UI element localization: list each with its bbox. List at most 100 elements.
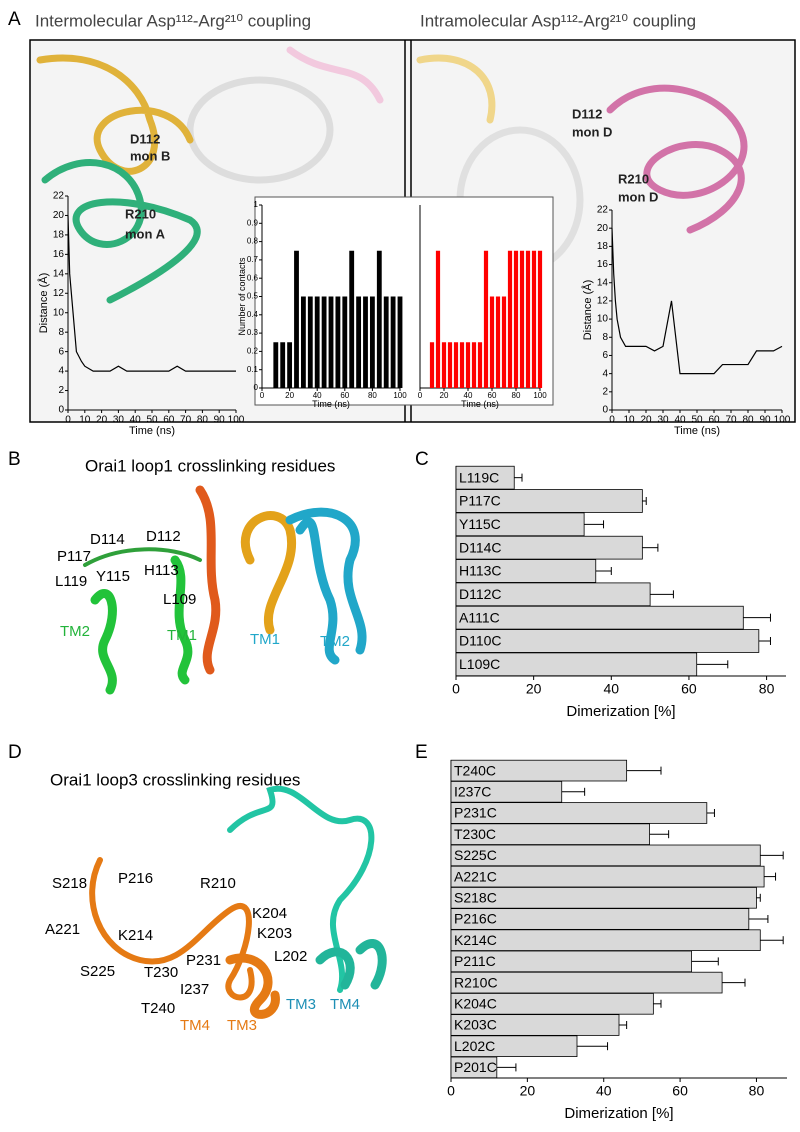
x-tick-label: 20 — [285, 391, 294, 400]
category-label: R210C — [454, 974, 498, 990]
error-bar — [642, 497, 647, 505]
data-line — [67, 215, 236, 372]
error-bar — [706, 809, 715, 817]
x-tick-label: 40 — [596, 1083, 612, 1099]
y-tick-label: 14 — [53, 268, 65, 279]
x-tick-label: 20 — [526, 681, 542, 697]
residue-label: D112 — [130, 131, 160, 146]
category-label: T230C — [454, 826, 496, 842]
y-tick-label: 10 — [597, 314, 609, 325]
category-label: Y115C — [459, 516, 501, 532]
residue-label: K204 — [252, 905, 287, 922]
x-tick-label: 60 — [340, 391, 349, 400]
category-label: K214C — [454, 932, 497, 948]
bar — [507, 250, 513, 388]
bar — [335, 296, 341, 388]
category-label: L202C — [454, 1038, 495, 1054]
x-tick-label: 10 — [79, 415, 91, 426]
bar — [459, 342, 465, 388]
y-tick-label: 6 — [58, 346, 64, 357]
error-bar — [649, 830, 670, 839]
category-label: D112C — [459, 586, 502, 602]
data-line — [611, 228, 783, 375]
bar — [287, 342, 293, 388]
category-label: I237C — [454, 784, 491, 800]
category-label: P231C — [454, 805, 497, 821]
y-tick-label: 0 — [58, 405, 64, 416]
bar — [450, 844, 761, 867]
bar — [450, 887, 757, 909]
x-axis-label: Time (ns) — [129, 425, 175, 437]
category-label: A111C — [459, 609, 500, 625]
error-bar — [722, 978, 746, 987]
residue-label: L109 — [163, 591, 196, 608]
error-bar — [642, 543, 659, 552]
bar — [501, 296, 507, 388]
x-tick-label: 20 — [96, 415, 108, 426]
y-tick-label: 0 — [602, 405, 608, 416]
bar — [356, 296, 362, 388]
panel-label: C — [415, 449, 429, 470]
loop — [227, 785, 375, 993]
ribbon — [186, 76, 334, 184]
x-tick-label: 20 — [640, 415, 652, 426]
error-bar — [626, 766, 662, 775]
bar — [280, 342, 286, 388]
bar — [342, 296, 348, 388]
x-tick-label: 80 — [197, 415, 209, 426]
bar — [328, 296, 334, 388]
y-tick-label: 1 — [254, 200, 259, 209]
category-label: D114C — [459, 539, 502, 555]
x-tick-label: 80 — [759, 681, 775, 697]
y-tick-label: 10 — [53, 307, 65, 318]
residue-label: I237 — [180, 981, 209, 998]
residue-label: mon B — [130, 148, 170, 163]
bar — [447, 342, 453, 388]
x-tick-label: 100 — [533, 391, 547, 400]
category-label: D110C — [459, 633, 502, 649]
residue-label: T230 — [144, 964, 178, 981]
residue-label: K214 — [118, 927, 153, 944]
error-bar — [691, 957, 719, 966]
residue-label: mon D — [618, 189, 658, 204]
bar — [321, 296, 327, 388]
bar — [519, 250, 525, 388]
x-tick-label: 0 — [447, 1083, 455, 1099]
helix-label: TM2 — [320, 633, 350, 650]
y-tick-label: 6 — [602, 350, 608, 361]
panel-label: A — [8, 9, 21, 30]
y-tick-label: 0.5 — [247, 292, 259, 301]
x-tick-label: 80 — [742, 415, 754, 426]
residue-label: mon A — [125, 226, 166, 241]
ribbon — [36, 54, 194, 175]
x-tick-label: 0 — [452, 681, 460, 697]
x-tick-label: 60 — [163, 415, 175, 426]
residue-label: S225 — [80, 963, 115, 980]
helix-label: TM1 — [250, 631, 280, 648]
bar — [294, 250, 299, 388]
helix-label: TM4 — [330, 996, 360, 1013]
bar — [383, 296, 389, 388]
error-bar — [696, 660, 729, 669]
bar — [314, 296, 320, 388]
y-tick-label: 0.3 — [247, 328, 259, 337]
panel-title: Intramolecular Asp¹¹²-Arg²¹⁰ coupling — [420, 11, 696, 30]
panel-label: E — [415, 742, 428, 763]
category-label: P216C — [454, 911, 497, 927]
bar — [376, 250, 382, 388]
bar — [450, 865, 765, 888]
x-tick-label: 100 — [774, 415, 791, 426]
category-label: H113C — [459, 563, 502, 579]
x-tick-label: 50 — [691, 415, 703, 426]
x-tick-label: 100 — [228, 415, 245, 426]
bar — [307, 296, 313, 388]
residue-label: A221 — [45, 921, 80, 938]
y-tick-label: 0.4 — [247, 310, 259, 319]
bar — [513, 250, 519, 388]
bar — [537, 250, 543, 388]
category-label: P117C — [459, 493, 501, 509]
residue-label: R210 — [618, 171, 649, 186]
residue-label: D112 — [146, 528, 181, 545]
y-tick-label: 16 — [53, 249, 65, 260]
x-axis-label: Time (ns) — [312, 399, 350, 409]
